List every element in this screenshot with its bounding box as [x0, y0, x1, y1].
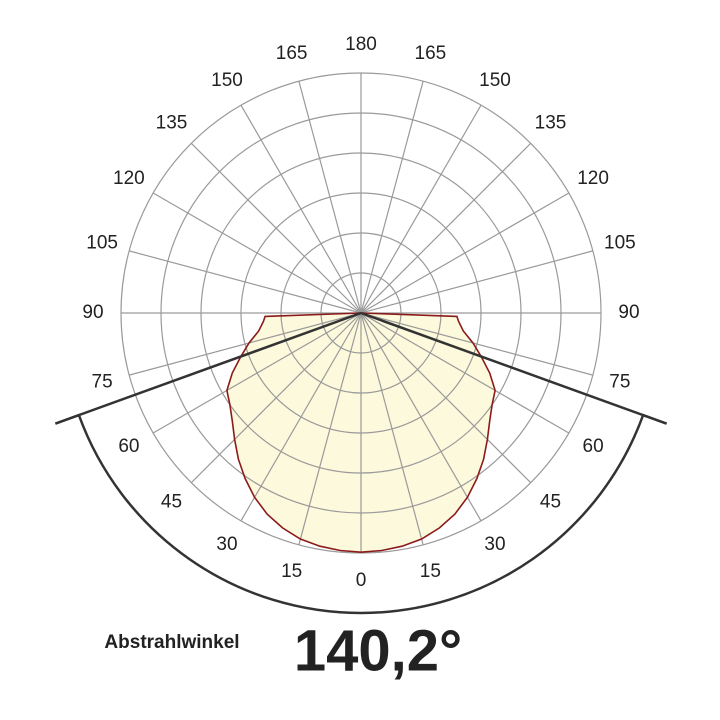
angle-tick-label: 75 — [92, 371, 113, 392]
grid-spoke — [360, 312, 482, 522]
grid-spoke — [129, 312, 362, 376]
angle-tick-label: 105 — [604, 233, 636, 254]
intensity-curve — [226, 313, 361, 553]
angle-tick-label: 45 — [540, 492, 561, 513]
intensity-line — [360, 312, 496, 553]
grid-spoke — [360, 104, 482, 314]
grid-spoke — [360, 312, 532, 484]
beam-label: Abstrahlwinkel — [104, 632, 239, 653]
intensity-line — [226, 312, 362, 553]
angle-tick-label: 150 — [479, 70, 511, 91]
grid-spoke — [190, 142, 362, 314]
angle-tick-label: 60 — [583, 436, 604, 457]
angle-tick-label: 90 — [618, 302, 639, 323]
angle-tick-label: 45 — [161, 492, 182, 513]
grid-spoke — [240, 312, 362, 522]
grid-spoke — [360, 250, 593, 314]
angle-tick-label: 120 — [577, 168, 609, 189]
grid-spoke — [360, 312, 593, 376]
angle-tick-label: 150 — [211, 70, 243, 91]
angle-tick-label: 0 — [356, 570, 367, 591]
angle-tick-label: 90 — [82, 302, 103, 323]
intensity-curve — [361, 313, 496, 553]
beam-line — [360, 311, 668, 425]
beam-arc — [54, 413, 668, 615]
grid-spoke — [360, 312, 424, 545]
grid-spoke — [190, 312, 362, 484]
angle-tick-label: 165 — [415, 43, 447, 64]
grid-spoke — [240, 104, 362, 314]
angle-tick-label: 30 — [216, 534, 237, 555]
grid-spoke — [298, 312, 362, 545]
angle-tick-label: 135 — [156, 113, 188, 134]
grid-spoke — [360, 312, 570, 434]
grid-spoke — [152, 192, 362, 314]
angle-tick-label: 15 — [281, 561, 302, 582]
angle-tick-label: 135 — [535, 113, 567, 134]
angle-tick-label: 15 — [420, 561, 441, 582]
grid-spoke — [129, 250, 362, 314]
angle-tick-label: 165 — [276, 43, 308, 64]
grid-spoke — [360, 81, 424, 314]
grid-spoke — [360, 142, 532, 314]
beam-angle: 140,2° — [294, 618, 462, 683]
angle-tick-label: 75 — [609, 371, 630, 392]
grid-spoke — [298, 81, 362, 314]
grid-spoke — [152, 312, 362, 434]
angle-tick-label: 120 — [113, 168, 145, 189]
angle-tick-label: 180 — [345, 34, 377, 55]
angle-tick-label: 60 — [118, 436, 139, 457]
beam-line — [54, 311, 362, 425]
grid-spoke — [360, 192, 570, 314]
angle-tick-label: 30 — [484, 534, 505, 555]
angle-tick-label: 105 — [86, 233, 118, 254]
